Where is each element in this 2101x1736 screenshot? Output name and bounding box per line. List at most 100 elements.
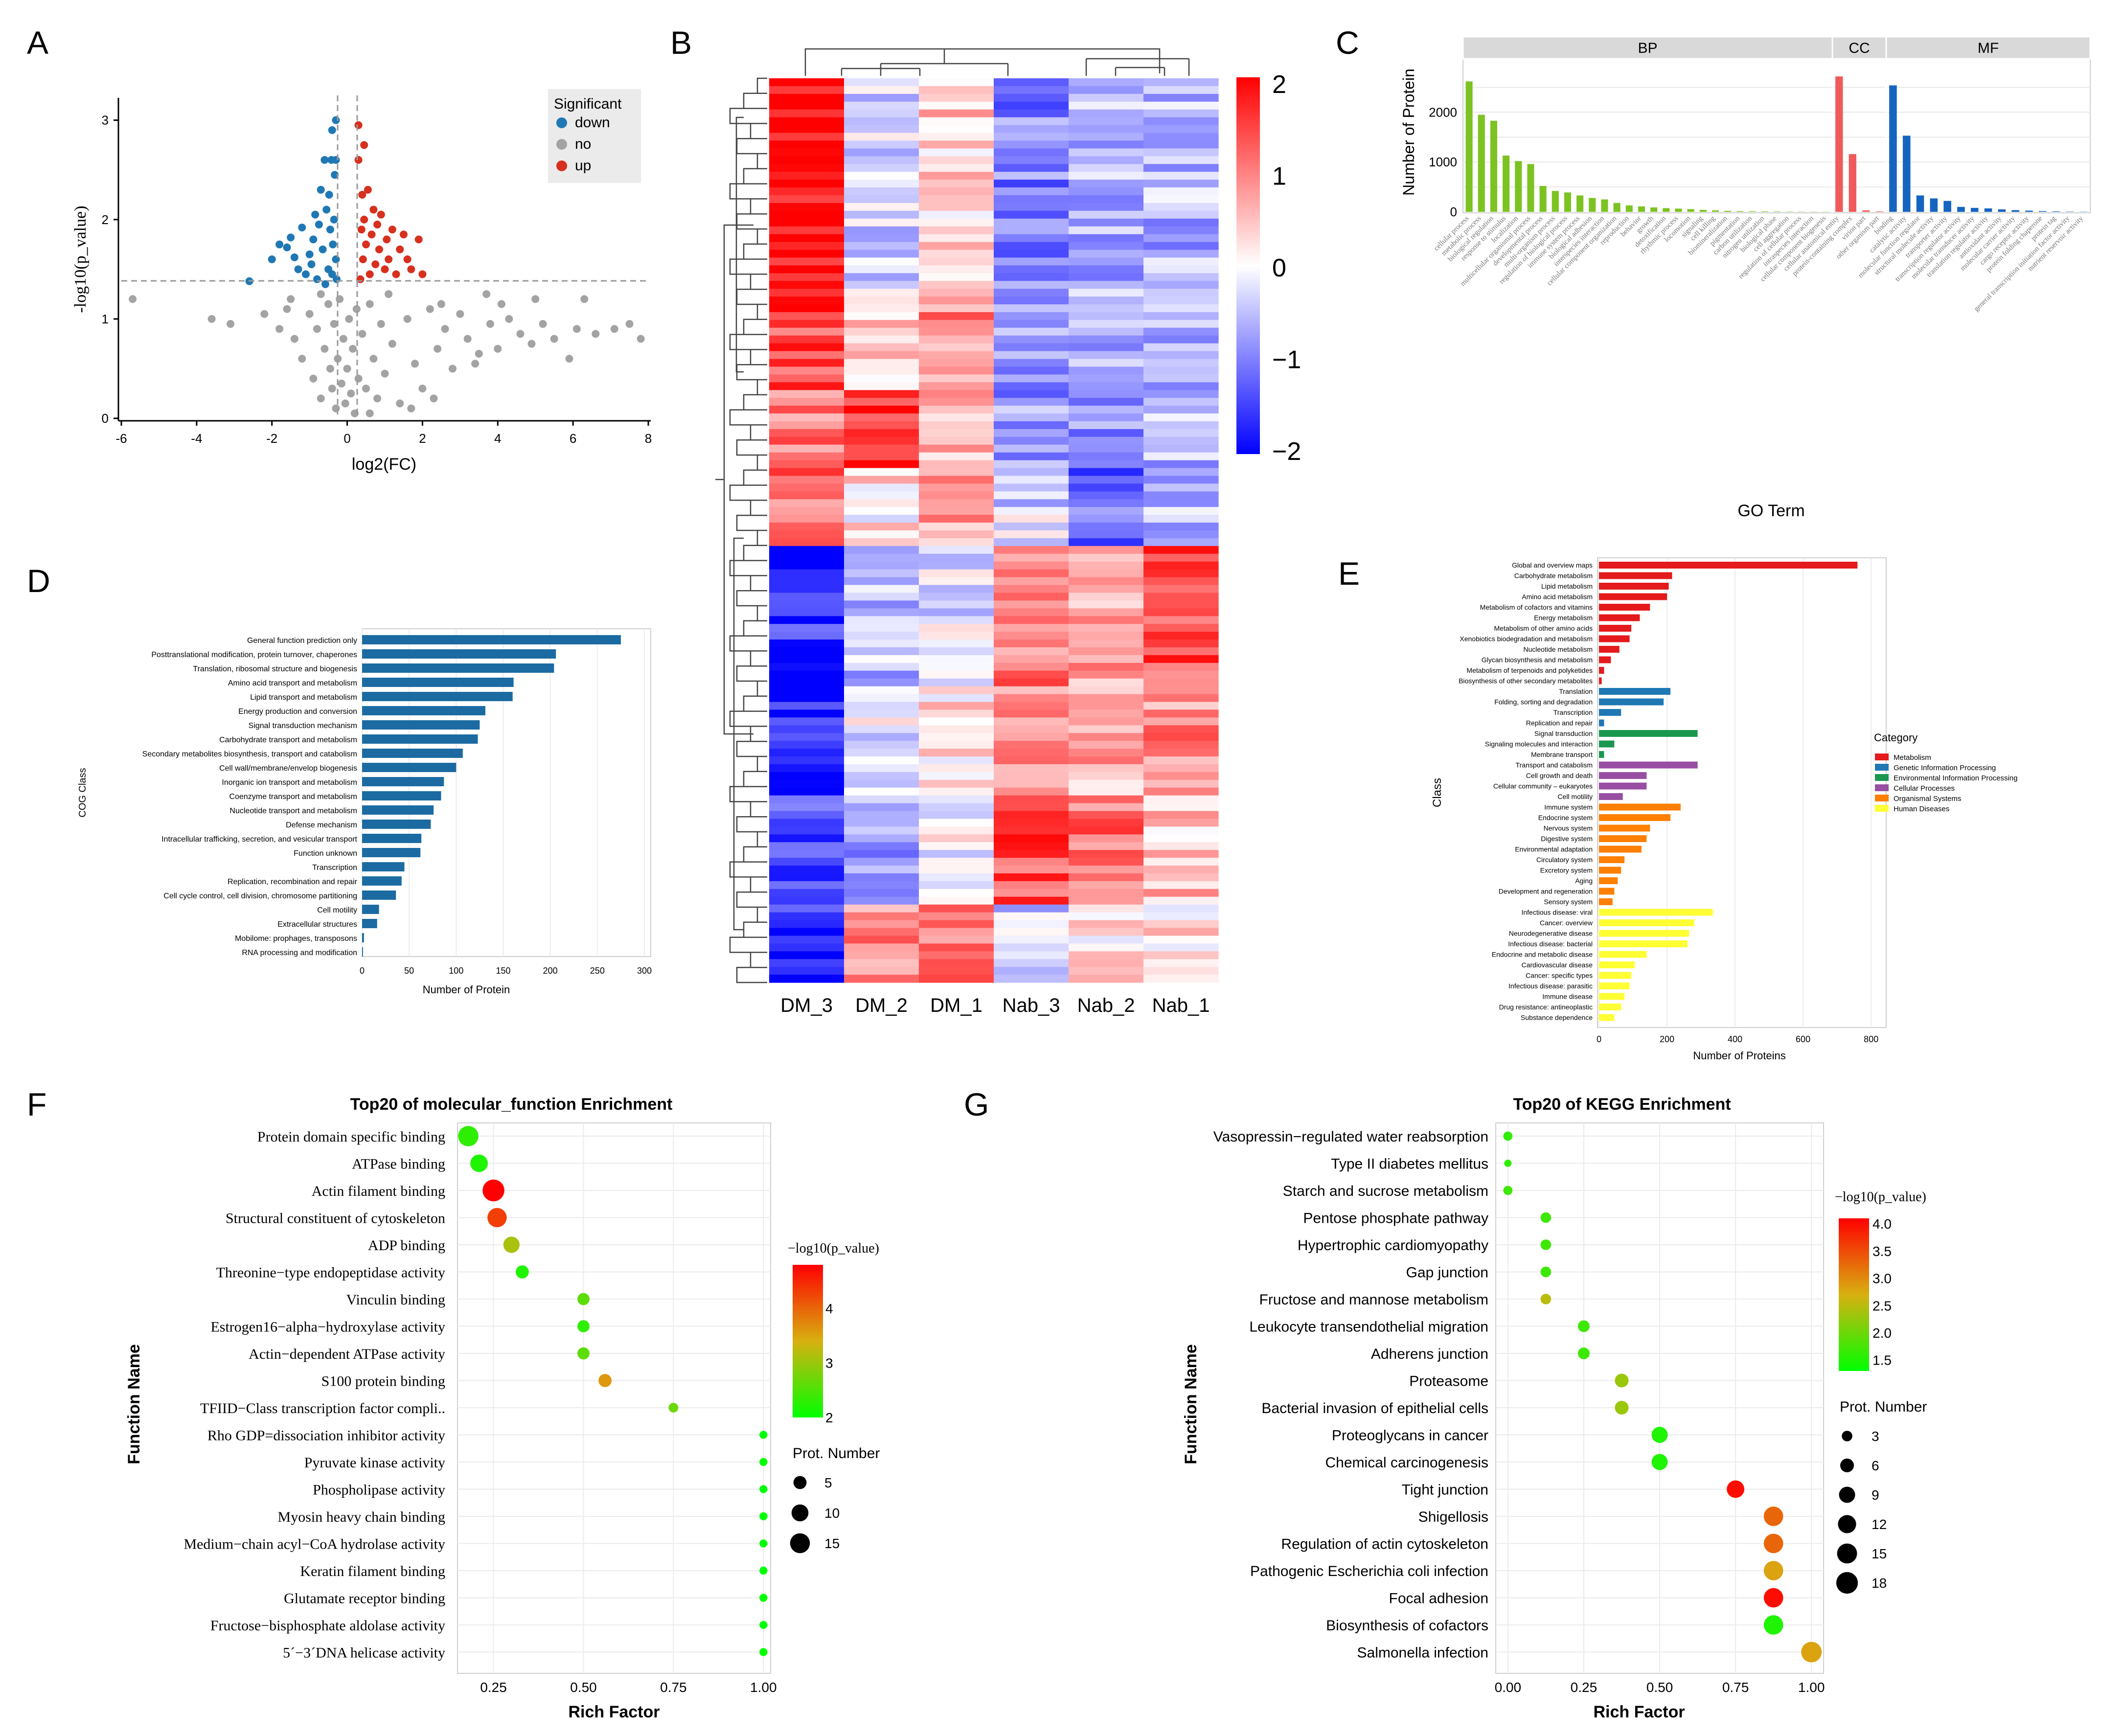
heatmap-cell xyxy=(769,889,845,897)
volcano-point-no xyxy=(441,325,449,333)
heatmap-cell xyxy=(994,468,1069,477)
volcano-point-no xyxy=(373,394,382,403)
enrichment-point xyxy=(458,1126,479,1146)
heatmap-cell xyxy=(994,640,1069,648)
heatmap-cell xyxy=(769,795,845,804)
volcano-point-up xyxy=(392,270,400,278)
heatmap-cell xyxy=(844,943,919,952)
heatmap-cell xyxy=(769,320,845,328)
cog-bar xyxy=(362,933,364,942)
volcano-point-up xyxy=(371,260,380,269)
heatmap-cell xyxy=(1143,904,1219,913)
go-bar-chart: BP CC MF 0 1000 2000 cellular processmetabol… xyxy=(1400,36,2091,520)
heatmap-cell xyxy=(994,133,1069,141)
kegg-class-bar xyxy=(1599,593,1667,600)
function-label: Proteasome xyxy=(1409,1373,1488,1390)
heatmap-cell xyxy=(1143,133,1219,141)
heatmap-cell xyxy=(769,772,845,780)
heatmap-cell xyxy=(919,242,994,251)
heatmap-cell xyxy=(919,632,994,640)
volcano-point-down xyxy=(290,253,298,261)
heatmap-cell xyxy=(769,624,845,632)
cog-bar xyxy=(362,862,405,871)
heatmap-cell xyxy=(919,764,994,773)
function-label: Vinculin binding xyxy=(346,1292,445,1308)
heatmap-cell xyxy=(1069,756,1144,765)
heatmap-cell xyxy=(1143,577,1219,586)
heatmap-cell xyxy=(919,413,994,422)
heatmap-cell xyxy=(769,608,845,617)
heatmap-cell xyxy=(844,133,919,141)
heatmap-cell xyxy=(919,803,994,812)
heatmap-cell xyxy=(769,281,845,289)
heatmap-cell xyxy=(1143,507,1219,515)
heatmap-cell xyxy=(919,515,994,523)
heatmap-cell xyxy=(769,975,845,983)
volcano-x-tick-label: 0 xyxy=(343,431,350,446)
heatmap-cell xyxy=(919,86,994,94)
heatmap-cell xyxy=(844,250,919,258)
heatmap-cell xyxy=(769,436,845,445)
heatmap-cell xyxy=(994,78,1069,87)
heatmap-cell xyxy=(919,585,994,594)
heatmap-cell xyxy=(994,787,1069,796)
heatmap-cell xyxy=(994,452,1069,461)
heatmap-cell xyxy=(1143,289,1219,297)
heatmap-cell xyxy=(1069,546,1144,554)
volcano-point-no xyxy=(290,335,298,343)
heatmap-cell xyxy=(1069,406,1144,414)
kegg-class-bar xyxy=(1599,909,1713,916)
heatmap-cell xyxy=(1143,86,1219,94)
heatmap-cell xyxy=(769,553,845,562)
heatmap-cell xyxy=(844,289,919,297)
heatmap-cell xyxy=(919,975,994,983)
go-facet-label-BP: BP xyxy=(1638,40,1657,56)
enrichment-point xyxy=(759,1458,768,1466)
heatmap-cell xyxy=(994,234,1069,243)
heatmap-cell xyxy=(1143,928,1219,937)
heatmap-cell xyxy=(994,577,1069,586)
heatmap-cell xyxy=(994,819,1069,827)
heatmap-cell xyxy=(994,250,1069,258)
kegg-class-bar xyxy=(1599,951,1647,958)
cog-bar xyxy=(362,834,422,843)
heatmap-cell xyxy=(1143,491,1219,500)
heatmap-cell xyxy=(1143,203,1219,211)
enrichment-point xyxy=(759,1431,768,1439)
heatmap-cell xyxy=(1069,889,1144,897)
heatmap-cell xyxy=(994,889,1069,897)
function-label: Proteoglycans in cancer xyxy=(1332,1428,1488,1444)
heatmap-cell xyxy=(844,725,919,733)
heatmap-cell xyxy=(1069,717,1144,726)
heatmap-cell xyxy=(1069,787,1144,796)
heatmap-cell xyxy=(844,382,919,390)
size-legend-label: 18 xyxy=(1872,1576,1887,1591)
kegg-class-bar xyxy=(1599,814,1670,821)
volcano-point-no xyxy=(328,385,336,393)
heatmap-cell xyxy=(1069,312,1144,320)
heatmap-cell xyxy=(919,117,994,126)
function-label: Keratin filament binding xyxy=(300,1563,445,1579)
heatmap-cell xyxy=(919,647,994,656)
heatmap-cell xyxy=(1143,187,1219,196)
volcano-x-tick-label: 4 xyxy=(494,431,501,446)
go-bar xyxy=(1761,211,1768,212)
heatmap-cell xyxy=(769,172,845,180)
heatmap-cell xyxy=(769,460,845,469)
heatmap-cell xyxy=(1069,842,1144,850)
kegg-class-label: Excretory system xyxy=(1540,867,1593,874)
volcano-point-no xyxy=(309,374,318,383)
volcano-point-no xyxy=(388,340,396,348)
heatmap-cell xyxy=(1143,172,1219,180)
heatmap-cell xyxy=(1069,140,1144,149)
heatmap-cell xyxy=(919,834,994,843)
heatmap-cell xyxy=(994,662,1069,671)
heatmap-cell xyxy=(919,662,994,671)
heatmap-cell xyxy=(769,86,845,94)
heatmap-cell xyxy=(1143,662,1219,671)
heatmap-cell xyxy=(1143,390,1219,398)
heatmap-cell xyxy=(844,538,919,547)
heatmap-cell xyxy=(769,148,845,157)
volcano-point-down xyxy=(307,260,316,269)
kegg-class-bar xyxy=(1599,698,1664,706)
